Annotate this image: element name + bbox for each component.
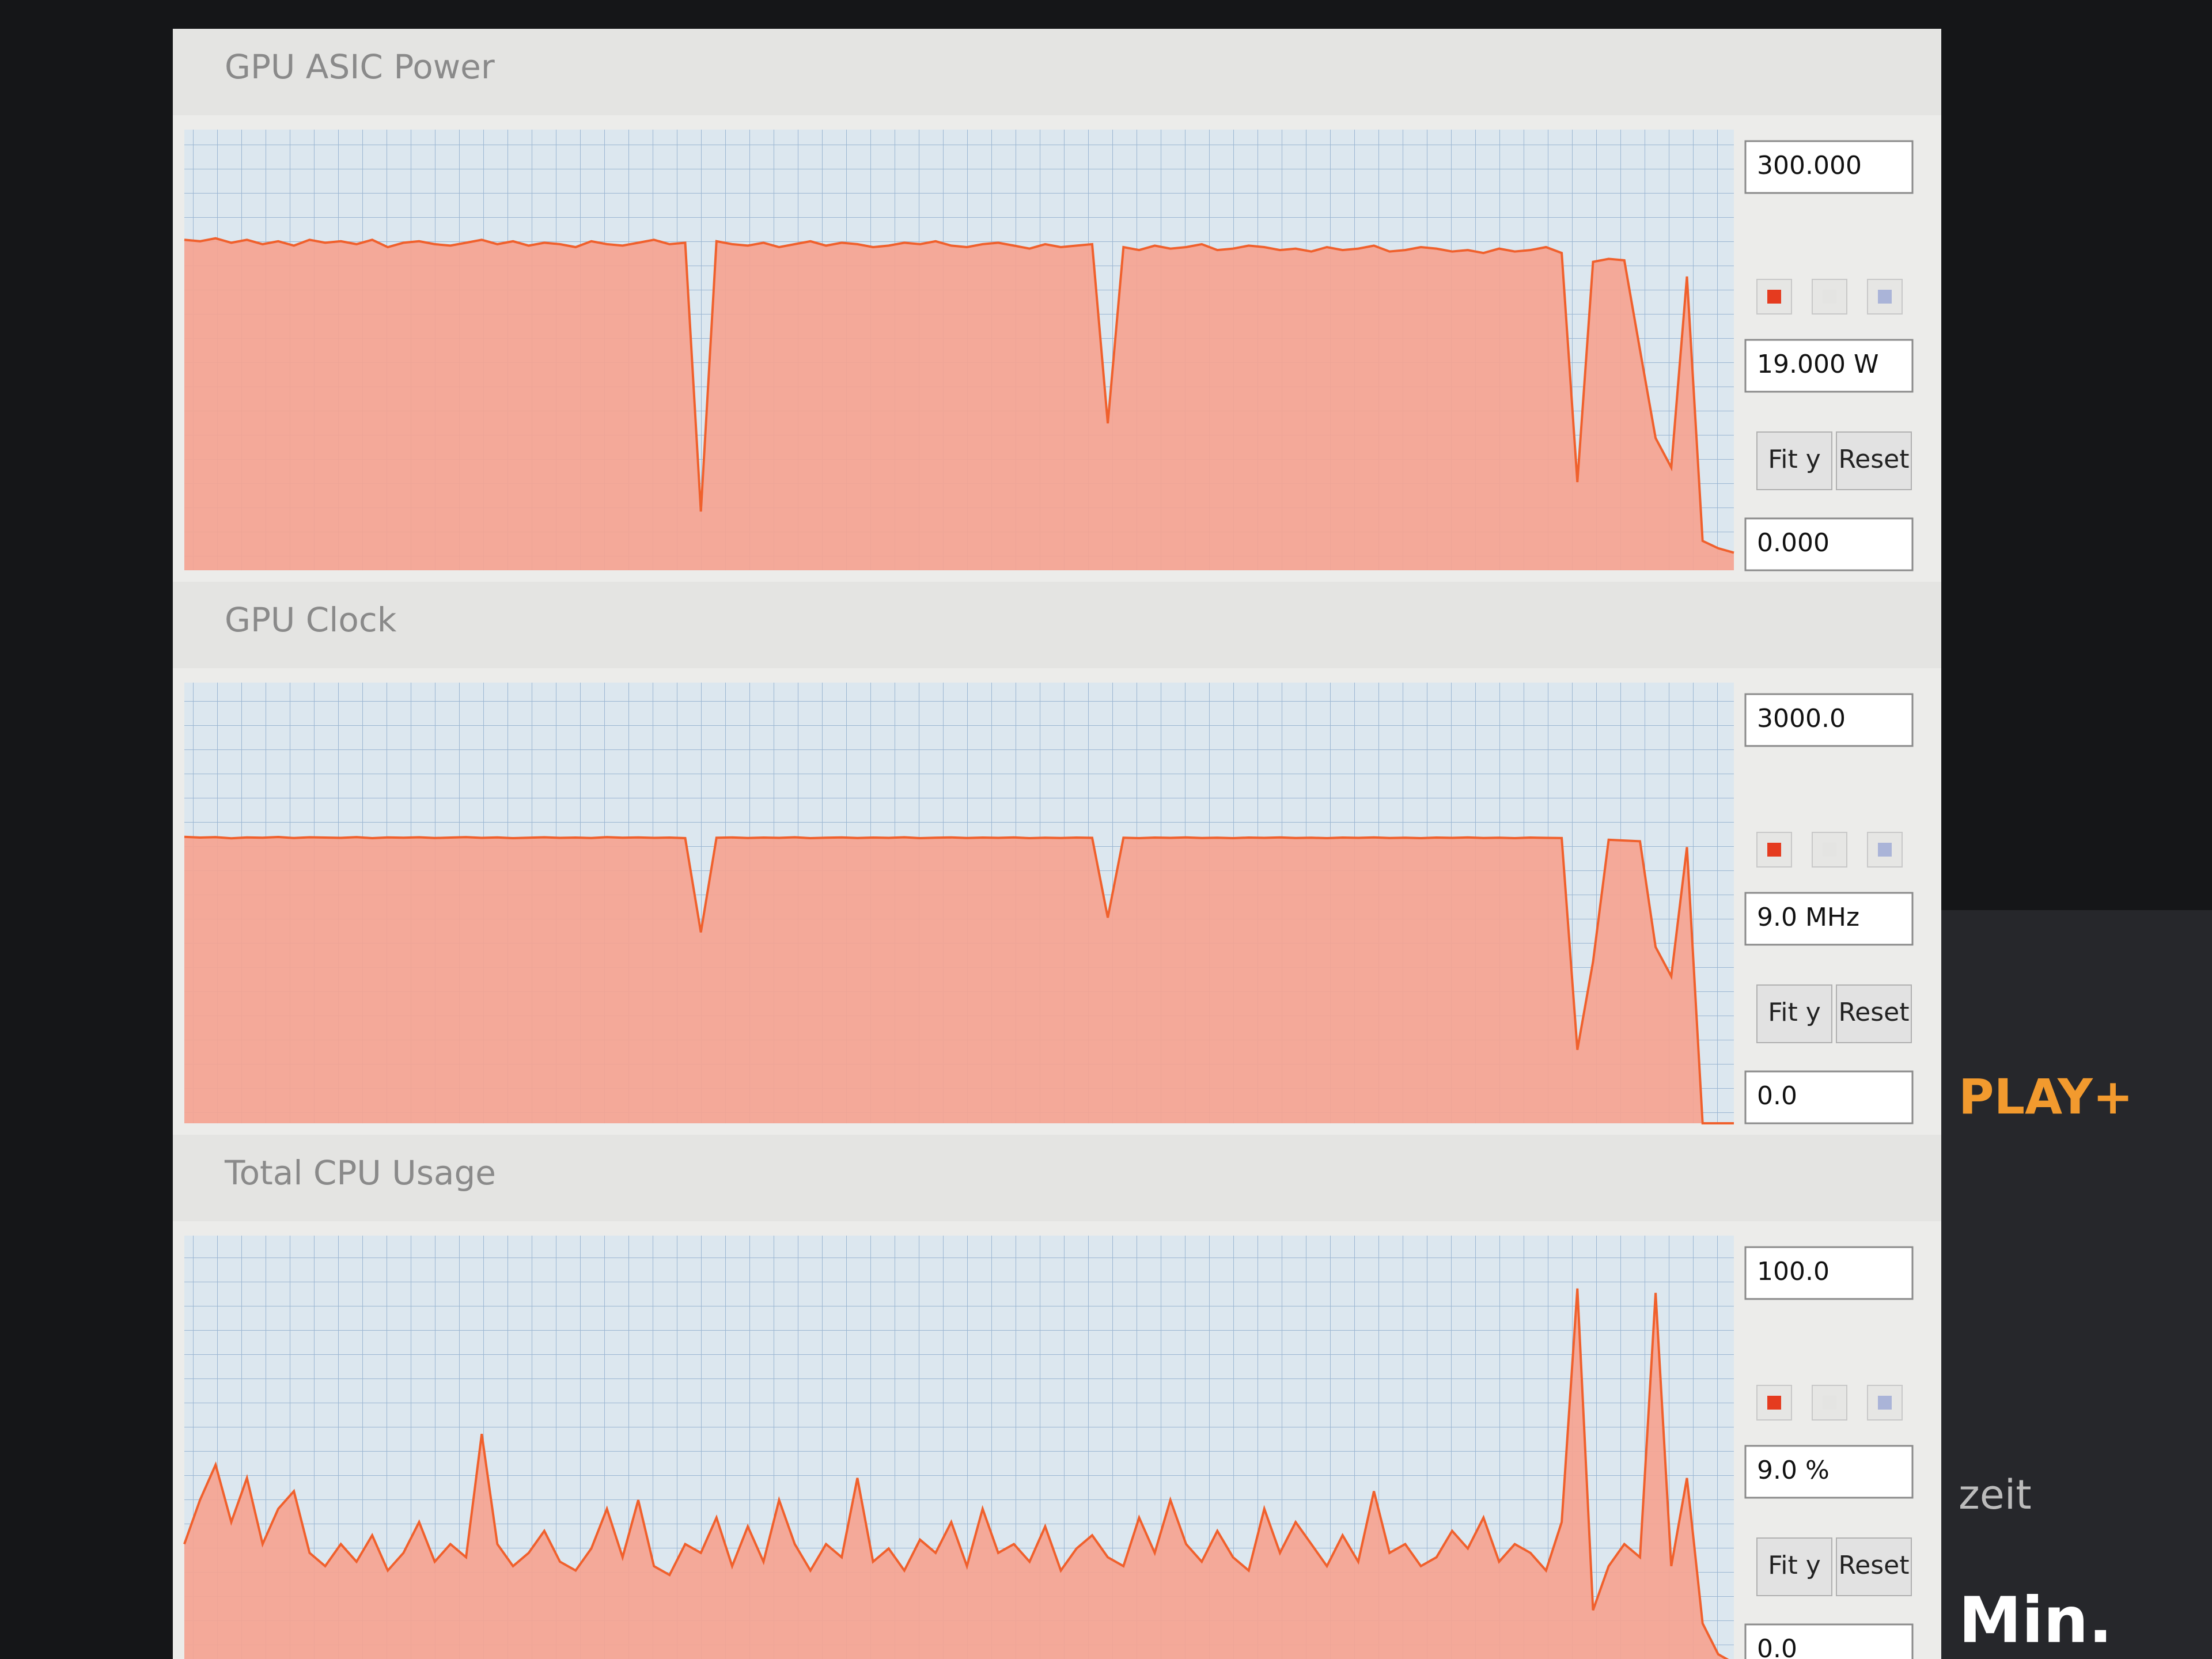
button-label[interactable]: Fit y [1768, 1551, 1821, 1580]
min-field: 0.000 [1757, 528, 1830, 558]
series-swatch [1878, 1396, 1892, 1410]
button[interactable] [1756, 1537, 1832, 1596]
current-value-box[interactable] [1744, 1445, 1914, 1499]
current-value-box[interactable] [1744, 892, 1914, 946]
button[interactable] [1756, 984, 1832, 1043]
max-field: 3000.0 [1757, 704, 1846, 733]
background-text: Min. [1959, 1583, 2112, 1657]
button[interactable] [1836, 984, 1912, 1043]
button-label[interactable]: Reset [1839, 1551, 1910, 1580]
series-swatch [1767, 843, 1781, 857]
max-field: 300.000 [1757, 151, 1862, 180]
series-swatch [1823, 290, 1836, 304]
button[interactable] [1756, 431, 1832, 490]
min-field-box[interactable] [1744, 517, 1914, 571]
background-app [1941, 910, 2212, 1659]
min-field-box[interactable] [1744, 1070, 1914, 1124]
line [184, 835, 1734, 1124]
background-text: PLAY+ [1959, 1069, 2133, 1125]
line [183, 1288, 1729, 1659]
line [184, 237, 1734, 554]
current-value: 19.000 W [1757, 350, 1878, 379]
current-value-box[interactable] [1744, 339, 1914, 393]
series-swatch [1878, 843, 1892, 857]
button-label[interactable]: Fit y [1768, 445, 1821, 474]
current-value: 9.0 MHz [1757, 903, 1859, 932]
series-swatch [1823, 843, 1836, 857]
max-field-box[interactable] [1744, 1246, 1914, 1300]
min-field-box[interactable] [1744, 1623, 1914, 1659]
series-swatch [1878, 290, 1892, 304]
area [184, 836, 1734, 1123]
button-label[interactable]: Reset [1839, 445, 1910, 474]
panel-header [173, 1135, 1941, 1221]
panel-header [173, 29, 1941, 115]
panel-title: Total CPU Usage [224, 1153, 496, 1192]
area [184, 238, 1734, 570]
panel-title: GPU ASIC Power [225, 47, 495, 86]
min-field: 0.0 [1757, 1634, 1797, 1659]
current-value: 9.0 % [1757, 1456, 1830, 1485]
series-swatch [1767, 1396, 1781, 1410]
series-swatch-box[interactable] [1867, 832, 1903, 868]
area [184, 1288, 1727, 1659]
button-label[interactable]: Reset [1839, 998, 1910, 1027]
panel-title: GPU Clock [225, 600, 397, 639]
series-swatch [1823, 1396, 1836, 1410]
max-field: 100.0 [1757, 1257, 1830, 1286]
min-field: 0.0 [1757, 1081, 1797, 1111]
background-text: zeit [1959, 1471, 2032, 1518]
max-field-box[interactable] [1744, 693, 1914, 747]
series-swatch [1767, 290, 1781, 304]
panel-header [173, 582, 1941, 668]
button[interactable] [1836, 1537, 1912, 1596]
max-field-box[interactable] [1744, 140, 1914, 194]
button[interactable] [1836, 431, 1912, 490]
button-label[interactable]: Fit y [1768, 998, 1821, 1027]
